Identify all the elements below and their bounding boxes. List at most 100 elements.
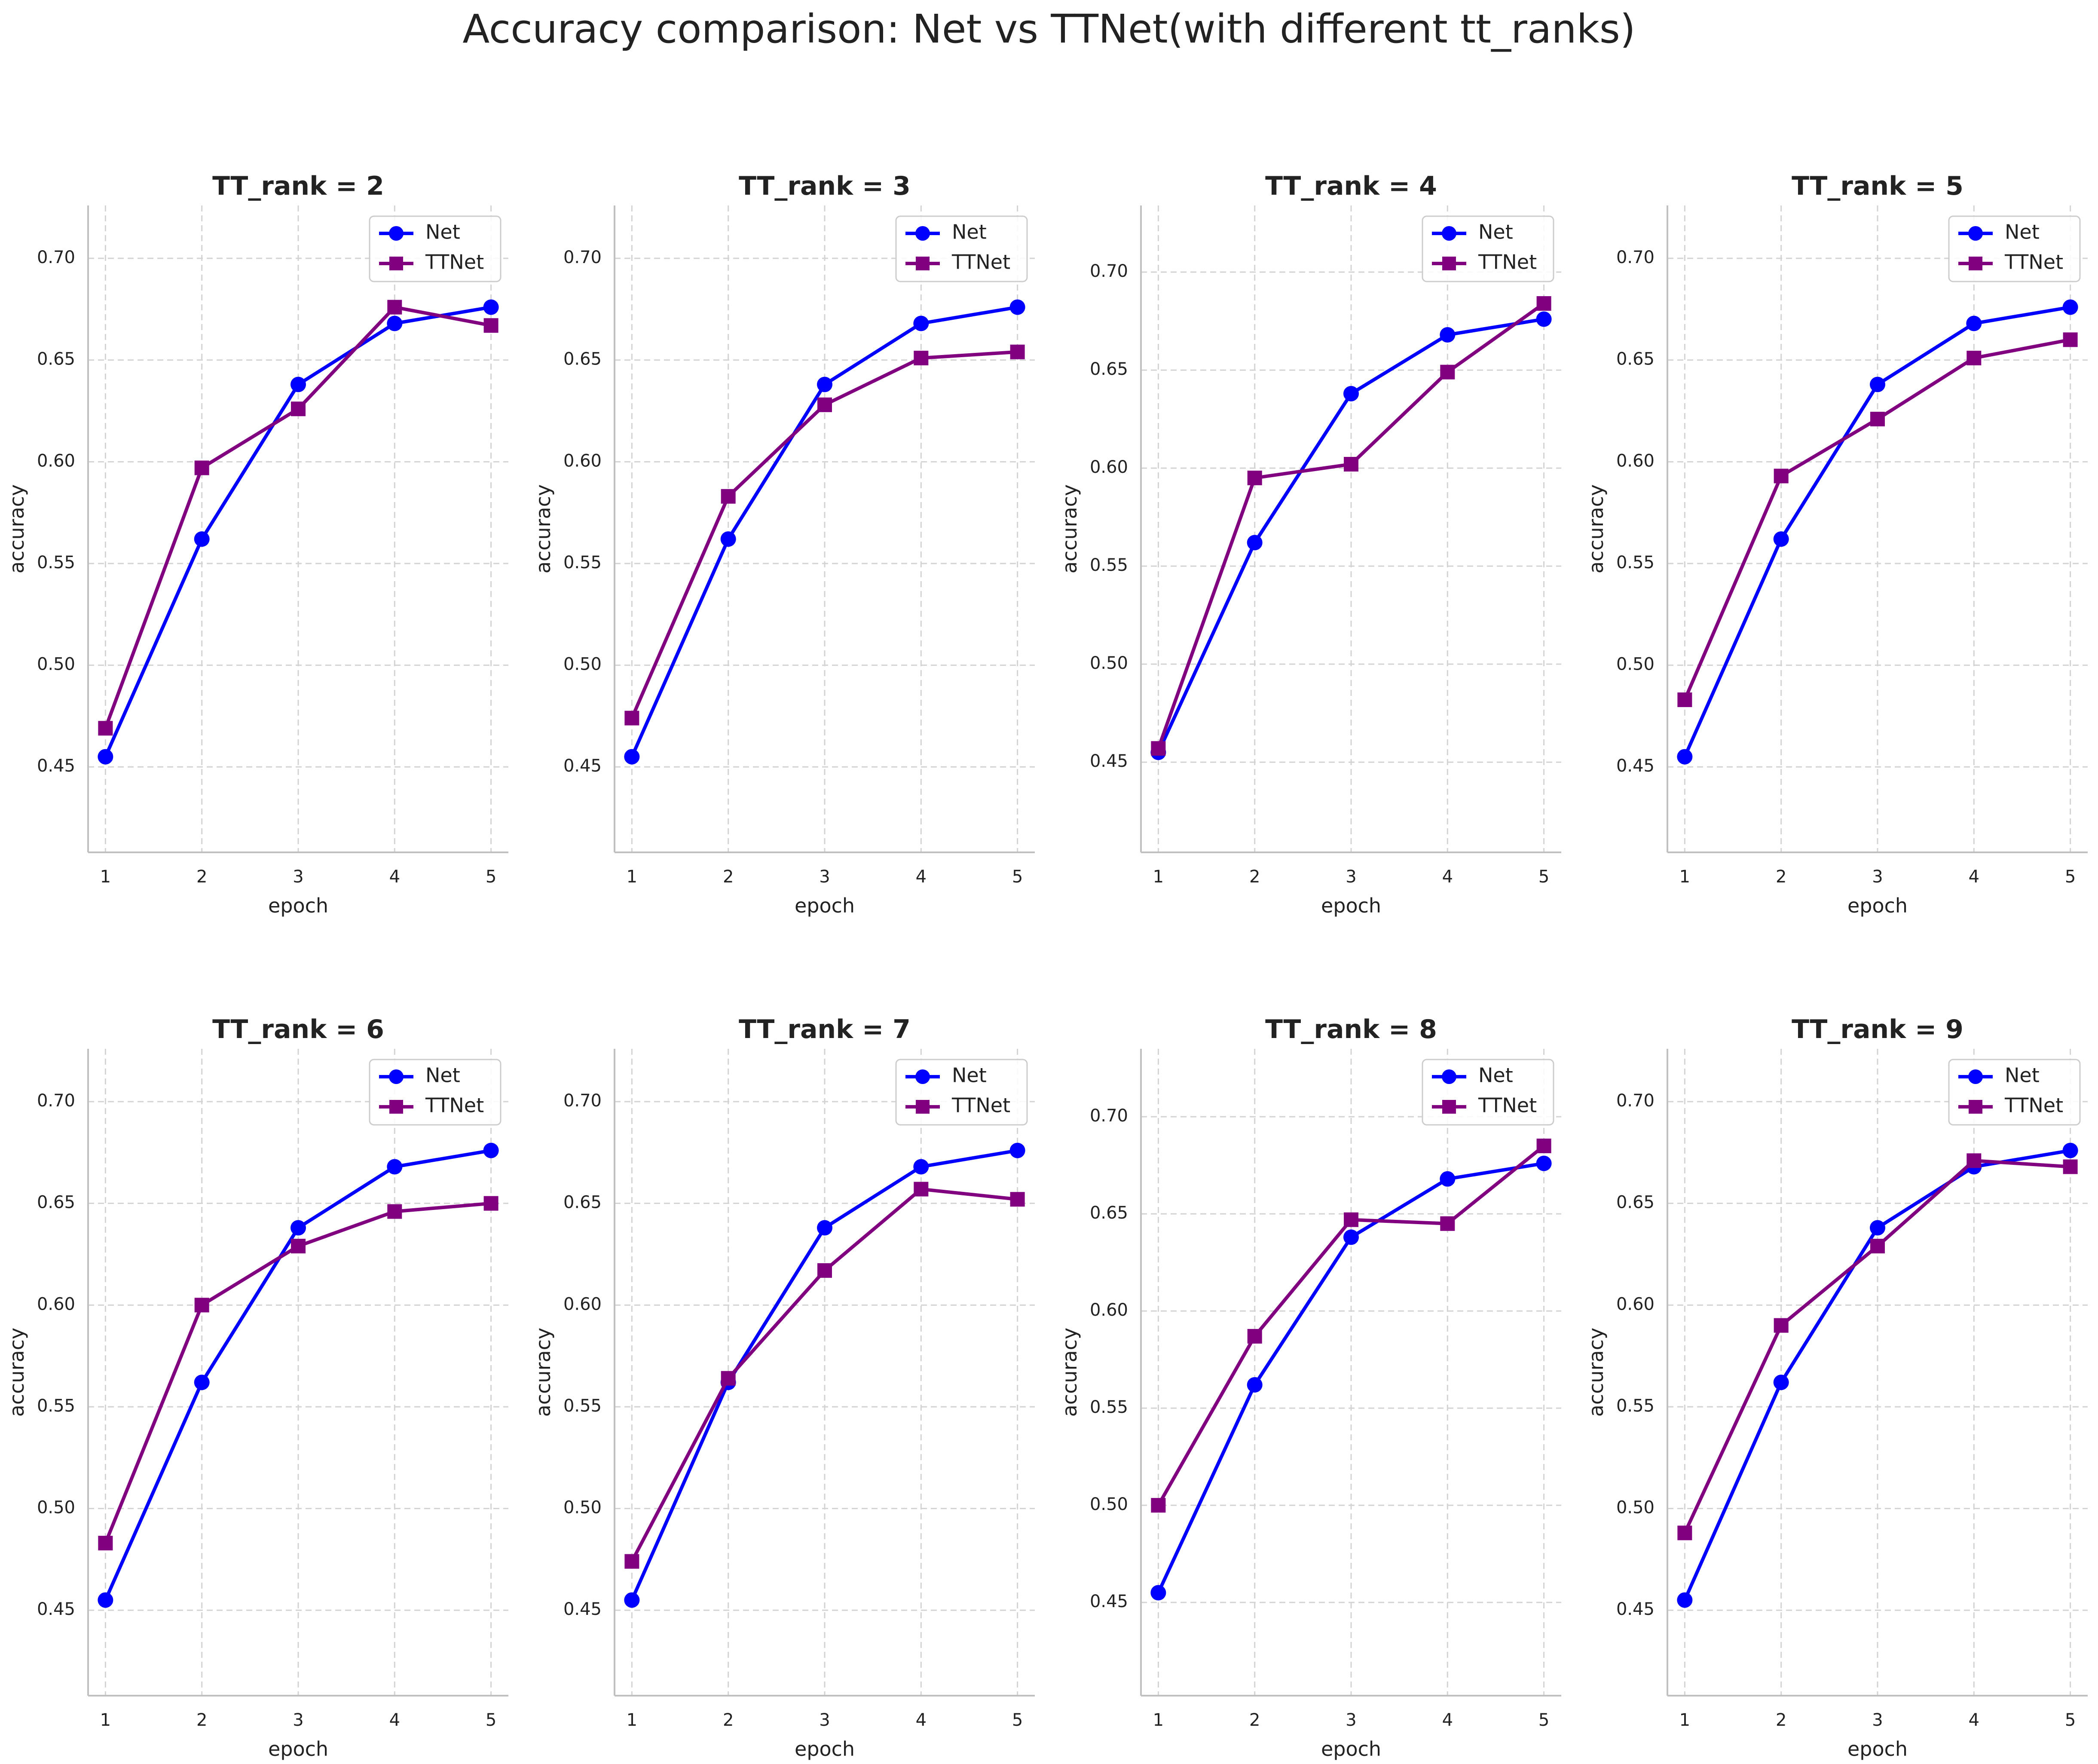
data-point-net	[1966, 315, 1982, 331]
x-tick-label: 5	[2065, 867, 2076, 887]
data-point-ttnet	[1247, 470, 1262, 485]
y-tick-label: 0.60	[1616, 1294, 1655, 1314]
data-point-ttnet	[483, 318, 499, 333]
y-axis-label: accuracy	[532, 1328, 555, 1417]
y-tick-label: 0.45	[563, 1599, 602, 1619]
x-tick-label: 1	[100, 1710, 111, 1730]
data-point-ttnet	[98, 721, 113, 736]
x-tick-label: 3	[1872, 867, 1883, 887]
y-tick-label: 0.70	[563, 1091, 602, 1111]
data-point-net	[624, 1592, 640, 1608]
x-tick-label: 3	[819, 1710, 830, 1730]
data-point-ttnet	[817, 1263, 832, 1278]
data-point-ttnet	[721, 489, 736, 504]
y-tick-label: 0.60	[563, 1294, 602, 1314]
y-axis-label: accuracy	[1058, 1328, 1081, 1417]
x-tick-label: 5	[1538, 867, 1549, 887]
data-point-ttnet	[387, 1204, 402, 1219]
legend-label-net: Net	[952, 1064, 987, 1087]
data-point-net	[1009, 1142, 1025, 1158]
subplot-tt-rank-2: 0.45 0.50 0.55 0.60 0.65 0.70 1 2 3 4 5 TT_rank = 2…	[5, 171, 508, 917]
subplot-tt-rank-9: 0.45 0.50 0.55 0.60 0.65 0.70 1 2 3 4 5 TT_rank = 9…	[1584, 1014, 2088, 1761]
data-point-net	[1343, 1229, 1359, 1245]
y-tick-label: 0.70	[563, 248, 602, 267]
y-tick-label: 0.55	[1616, 553, 1655, 573]
y-tick-label: 0.55	[1616, 1396, 1655, 1416]
data-point-net	[98, 1592, 113, 1608]
y-tick-label: 0.65	[563, 1193, 602, 1213]
data-point-ttnet	[1774, 469, 1789, 484]
subplot-tt-rank-8: 0.45 0.50 0.55 0.60 0.65 0.70 1 2 3 4 5 TT_rank = 8…	[1058, 1014, 1561, 1761]
data-point-ttnet	[291, 1239, 306, 1254]
subplot-tt-rank-7: 0.45 0.50 0.55 0.60 0.65 0.70 1 2 3 4 5 TT_rank = 7…	[532, 1014, 1035, 1761]
legend-marker-net	[1968, 1069, 1983, 1084]
data-point-ttnet	[1440, 364, 1455, 380]
subplot-title: TT_rank = 9	[1792, 1014, 1963, 1044]
y-tick-label: 0.55	[1090, 1397, 1128, 1417]
y-tick-label: 0.50	[563, 655, 602, 674]
data-point-ttnet	[291, 401, 306, 416]
y-tick-label: 0.65	[1616, 349, 1655, 369]
legend-label-ttnet: TTNet	[1478, 251, 1537, 274]
data-point-net	[194, 1375, 210, 1390]
x-tick-label: 1	[1153, 1710, 1164, 1730]
series-line-ttnet	[104, 1201, 491, 1544]
data-point-net	[1773, 531, 1789, 547]
y-tick-label: 0.65	[563, 349, 602, 369]
y-axis-label: accuracy	[532, 484, 555, 574]
data-point-net	[817, 377, 832, 392]
y-tick-label: 0.60	[563, 451, 602, 471]
y-tick-label: 0.65	[1090, 1203, 1128, 1223]
legend-marker-net	[1442, 1069, 1456, 1084]
x-tick-label: 2	[723, 1710, 734, 1730]
legend-marker-net	[389, 226, 404, 241]
legend-marker-net	[389, 1069, 404, 1084]
subplot-tt-rank-6: 0.45 0.50 0.55 0.60 0.65 0.70 1 2 3 4 5 TT_rank = 6…	[5, 1014, 508, 1761]
y-axis-label: accuracy	[5, 484, 28, 574]
data-point-ttnet	[624, 710, 639, 726]
data-point-net	[1870, 1220, 1885, 1236]
legend-label-ttnet: TTNet	[425, 1094, 484, 1117]
data-point-ttnet	[624, 1554, 639, 1569]
y-tick-label: 0.65	[1090, 359, 1128, 379]
subplot-tt-rank-3: 0.45 0.50 0.55 0.60 0.65 0.70 1 2 3 4 5 TT_rank = 3…	[532, 171, 1035, 917]
data-point-net	[1677, 1592, 1693, 1608]
x-tick-label: 2	[196, 867, 207, 887]
x-tick-label: 4	[389, 867, 400, 887]
x-tick-label: 2	[1776, 867, 1786, 887]
x-tick-label: 1	[1679, 1710, 1690, 1730]
data-point-net	[291, 377, 306, 392]
y-tick-label: 0.50	[1090, 1494, 1128, 1514]
x-tick-label: 1	[1679, 867, 1690, 887]
x-axis-label: epoch	[268, 894, 328, 917]
subplot-tt-rank-5: 0.45 0.50 0.55 0.60 0.65 0.70 1 2 3 4 5 TT_rank = 5…	[1584, 171, 2088, 917]
x-tick-label: 2	[1249, 867, 1260, 887]
x-tick-label: 2	[723, 867, 734, 887]
data-point-ttnet	[817, 397, 832, 412]
x-axis-label: epoch	[1847, 1737, 1908, 1761]
data-point-ttnet	[1010, 1192, 1025, 1207]
data-point-ttnet	[98, 1536, 113, 1551]
data-point-net	[387, 1159, 403, 1175]
x-tick-label: 3	[1346, 867, 1356, 887]
x-tick-label: 5	[1012, 1710, 1023, 1730]
x-axis-label: epoch	[1321, 894, 1381, 917]
data-point-ttnet	[1010, 344, 1025, 359]
data-point-net	[2062, 299, 2078, 315]
x-tick-label: 3	[293, 1710, 303, 1730]
data-point-ttnet	[1966, 1153, 1982, 1168]
legend-marker-net	[915, 1069, 930, 1084]
subplot-title: TT_rank = 6	[212, 1014, 384, 1044]
x-tick-label: 4	[1969, 867, 1979, 887]
subplot-title: TT_rank = 7	[739, 1014, 911, 1044]
y-tick-label: 0.45	[1616, 1599, 1655, 1619]
x-tick-label: 2	[1249, 1710, 1260, 1730]
data-point-ttnet	[1151, 741, 1166, 756]
x-tick-label: 4	[1442, 1710, 1453, 1730]
legend-label-net: Net	[1478, 220, 1513, 244]
y-tick-label: 0.50	[1090, 653, 1128, 673]
x-tick-label: 3	[293, 867, 303, 887]
data-point-ttnet	[721, 1371, 736, 1386]
data-point-net	[1536, 1155, 1552, 1171]
y-tick-label: 0.65	[1616, 1193, 1655, 1213]
